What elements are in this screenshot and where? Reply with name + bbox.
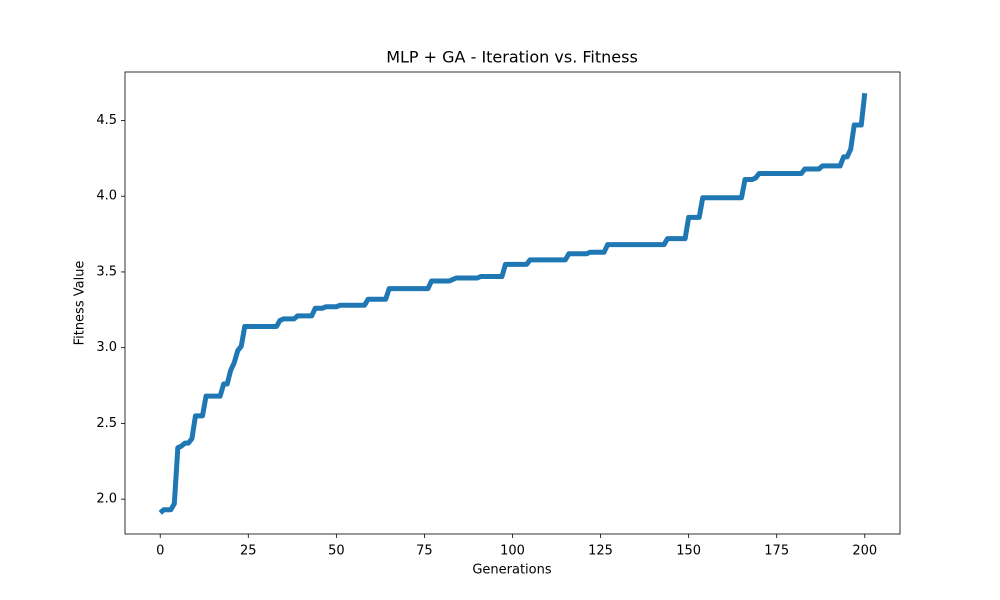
x-tick-label: 25 <box>240 544 257 559</box>
x-tick-label: 75 <box>416 544 433 559</box>
y-axis-label: Fitness Value <box>73 261 88 346</box>
chart-title: MLP + GA - Iteration vs. Fitness <box>386 48 638 67</box>
x-tick-label: 50 <box>328 544 345 559</box>
y-tick-label: 3.5 <box>96 264 117 279</box>
y-tick-label: 3.0 <box>96 340 117 355</box>
x-tick-label: 125 <box>588 544 613 559</box>
y-tick-label: 4.0 <box>96 189 117 204</box>
x-tick-label: 175 <box>764 544 789 559</box>
x-tick-label: 100 <box>500 544 525 559</box>
line <box>158 92 868 515</box>
y-tick-label: 4.5 <box>96 113 117 128</box>
x-tick-label: 0 <box>156 544 164 559</box>
y-tick-label: 2.5 <box>96 416 117 431</box>
plot-frame <box>124 71 901 535</box>
y-tick-label: 2.0 <box>96 492 117 507</box>
x-tick-label: 150 <box>676 544 701 559</box>
x-axis-label: Generations <box>472 563 552 578</box>
x-tick-label: 200 <box>852 544 877 559</box>
